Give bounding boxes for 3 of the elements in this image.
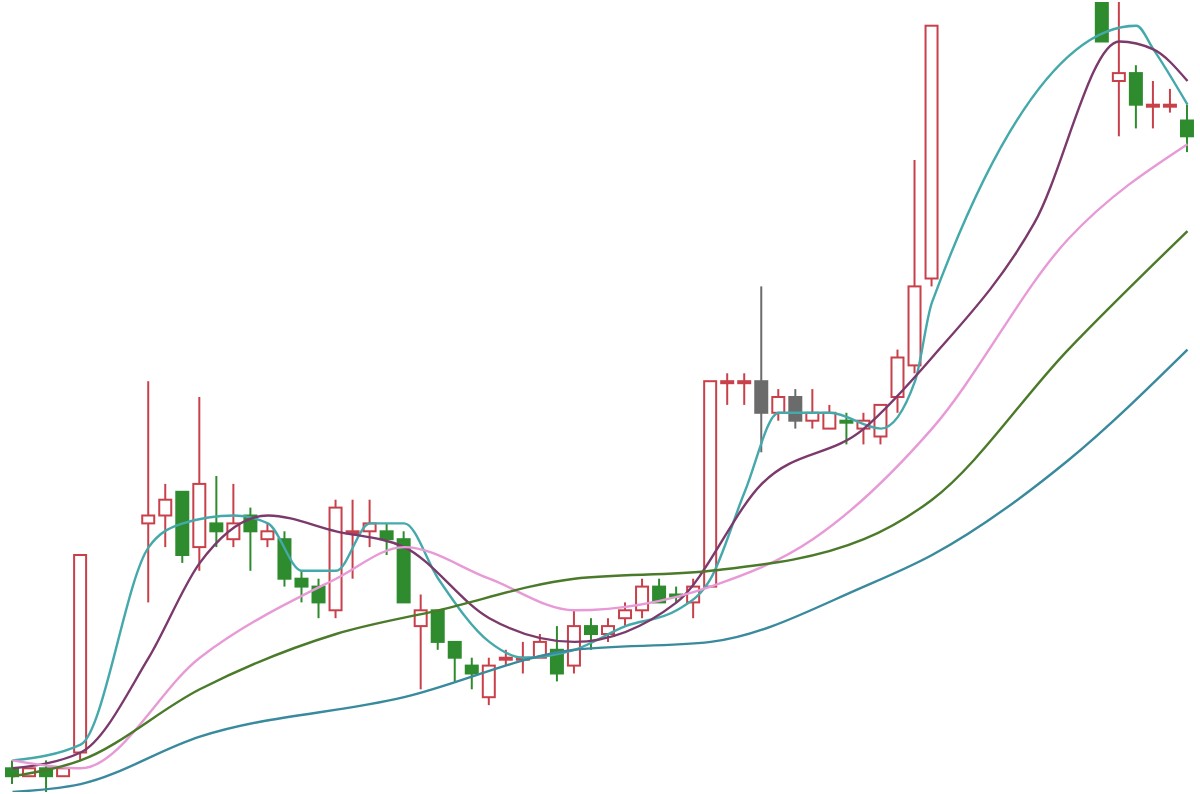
candlestick (754, 285, 769, 454)
candlestick (1111, 2, 1126, 138)
candlestick (192, 396, 207, 572)
